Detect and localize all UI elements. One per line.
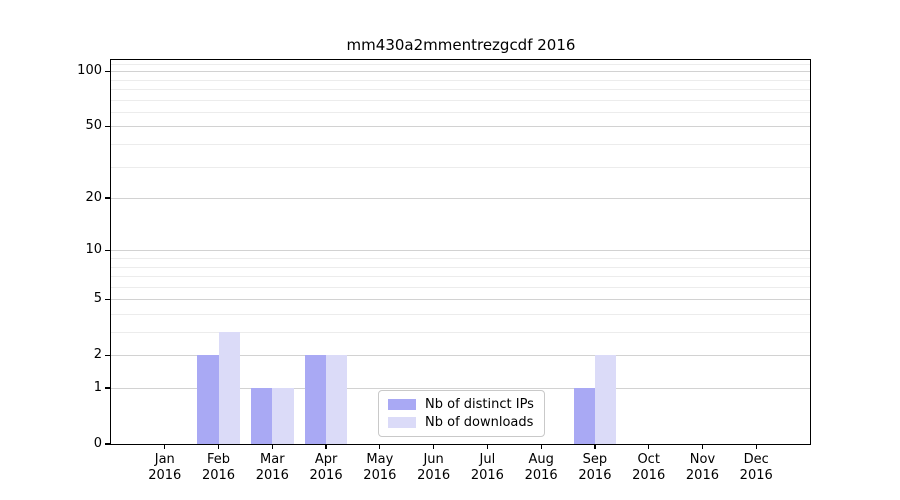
x-tick-label: Jun 2016: [417, 452, 451, 483]
x-tick: [594, 444, 596, 449]
gridline-minor: [111, 99, 810, 101]
x-tick-label: Mar 2016: [255, 452, 289, 483]
y-tick-label: 20: [85, 190, 102, 206]
bar-distinct-ips: [250, 388, 273, 444]
y-tick-label: 0: [93, 436, 102, 451]
x-tick-label: Sep 2016: [578, 452, 612, 483]
y-tick-label: 100: [77, 63, 102, 79]
x-tick: [540, 444, 542, 449]
bar-downloads: [218, 332, 240, 444]
chart-title: mm430a2mmentrezgcdf 2016: [346, 36, 576, 54]
y-tick: [105, 354, 111, 356]
gridline-major: [111, 71, 810, 73]
x-tick: [648, 444, 650, 449]
legend: Nb of distinct IPs Nb of downloads: [378, 390, 545, 437]
y-tick-label: 5: [93, 291, 102, 307]
x-tick: [325, 444, 327, 449]
gridline-major: [111, 299, 810, 301]
x-tick-label: Jan 2016: [148, 452, 182, 483]
gridline-major: [111, 126, 810, 128]
gridline-minor: [111, 286, 810, 288]
gridline-major: [111, 355, 810, 357]
gridline-minor: [111, 166, 810, 168]
bar-downloads: [594, 355, 617, 444]
x-tick: [486, 444, 488, 449]
x-tick: [271, 444, 273, 449]
gridline-minor: [111, 266, 810, 268]
gridline-major: [111, 198, 810, 200]
legend-item-distinct-ips: Nb of distinct IPs: [388, 397, 535, 412]
x-tick-label: Jul 2016: [470, 452, 504, 483]
legend-swatch-distinct-ips: [388, 399, 416, 410]
x-tick-label: Feb 2016: [201, 452, 236, 483]
gridline-minor: [111, 63, 810, 65]
bar-distinct-ips: [304, 355, 327, 444]
bar-downloads: [272, 388, 294, 444]
y-tick: [105, 443, 111, 445]
bar-downloads: [326, 355, 348, 444]
gridline-minor: [111, 332, 810, 333]
legend-label-downloads: Nb of downloads: [425, 415, 534, 430]
x-tick-label: May 2016: [363, 452, 397, 483]
y-tick: [105, 387, 111, 389]
gridline-minor: [111, 257, 810, 259]
x-tick-label: Aug 2016: [524, 452, 558, 483]
y-tick: [105, 298, 111, 300]
y-tick-label: 10: [85, 242, 102, 258]
gridline-minor: [111, 276, 810, 278]
x-tick-label: Oct 2016: [632, 452, 666, 483]
x-tick-label: Nov 2016: [685, 452, 719, 483]
x-tick-label: Apr 2016: [309, 452, 343, 483]
gridline-major: [111, 388, 810, 389]
gridline-minor: [111, 144, 810, 145]
gridline-minor: [111, 89, 810, 90]
legend-label-distinct-ips: Nb of distinct IPs: [425, 397, 534, 412]
y-tick-label: 2: [93, 347, 102, 363]
bar-distinct-ips: [197, 355, 219, 444]
y-tick: [105, 125, 111, 127]
x-tick-label: Dec 2016: [739, 452, 773, 483]
x-tick: [433, 444, 435, 449]
y-tick-label: 1: [93, 380, 102, 395]
gridline-major: [111, 250, 810, 252]
x-tick: [701, 444, 704, 449]
y-tick: [105, 197, 111, 199]
y-tick-label: 50: [85, 118, 102, 134]
gridline-minor: [111, 313, 810, 315]
bar-distinct-ips: [573, 388, 595, 444]
x-tick: [217, 444, 220, 449]
x-tick: [379, 444, 381, 449]
gridline-minor: [111, 111, 810, 113]
legend-item-downloads: Nb of downloads: [388, 415, 535, 430]
x-tick: [755, 444, 757, 449]
legend-swatch-downloads: [388, 417, 416, 428]
y-tick: [105, 249, 111, 251]
gridline-minor: [111, 79, 810, 81]
y-tick: [105, 70, 111, 72]
x-tick: [164, 444, 166, 449]
